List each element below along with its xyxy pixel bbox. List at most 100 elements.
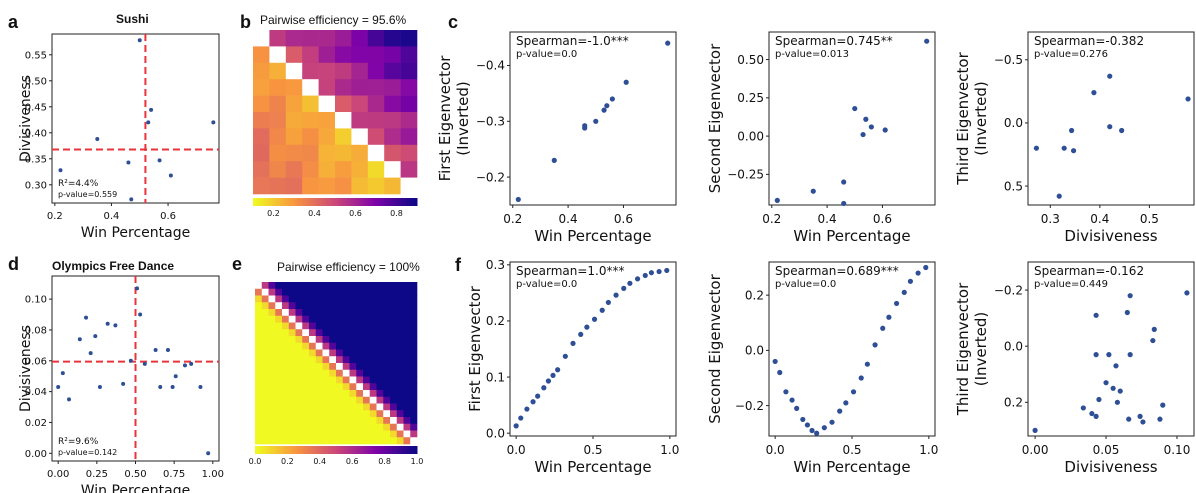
b-colorbar-segment <box>277 198 281 206</box>
e-heatmap-cell <box>376 390 384 398</box>
e-heatmap-cell <box>275 369 283 377</box>
e-heatmap-cell <box>356 309 364 317</box>
e-colorbar-segment <box>265 446 269 454</box>
e-heatmap-cell <box>342 363 350 371</box>
e-heatmap-cell <box>363 309 371 317</box>
e-heatmap-cell <box>342 390 350 398</box>
b-heatmap-cell <box>253 79 270 96</box>
c2-data-point <box>860 131 866 138</box>
b-colorbar-segment <box>280 198 284 206</box>
f2-data-point <box>923 264 929 271</box>
e-heatmap-cell <box>261 336 269 344</box>
b-heatmap-cell <box>351 46 369 64</box>
a-x-tick-label: 0.2 <box>47 211 63 222</box>
f2-x-tick-label: 1.0 <box>919 443 938 457</box>
c3-y-tick-label: −0.5 <box>994 53 1023 67</box>
e-heatmap-cell <box>369 410 377 418</box>
e-heatmap-cell <box>329 376 337 384</box>
e-heatmap-cell <box>390 309 398 317</box>
e-heatmap-cell <box>396 342 404 350</box>
e-heatmap-cell <box>309 437 317 445</box>
c2-y-axis-label: Second Eigenvector <box>706 43 724 193</box>
b-colorbar-segment <box>321 198 325 206</box>
e-heatmap-cell <box>255 349 263 357</box>
b-heatmap-cell <box>367 79 385 96</box>
e-heatmap-cell <box>356 369 364 377</box>
f2-data-point <box>777 369 783 376</box>
f3-data-point <box>1150 337 1156 344</box>
f1-data-point <box>578 331 584 338</box>
f2-data-point <box>872 342 878 348</box>
e-heatmap-cell <box>369 329 377 337</box>
e-heatmap-cell <box>342 383 350 391</box>
f2-y-tick-label: 0.0 <box>745 344 764 358</box>
e-heatmap-cell <box>396 302 404 310</box>
e-heatmap-cell <box>363 430 371 438</box>
e-heatmap-cell <box>275 430 283 438</box>
c2-pvalue-annotation: p-value=0.013 <box>775 49 849 60</box>
b-colorbar-segment <box>348 198 352 206</box>
f2-data-point <box>794 405 800 411</box>
e-heatmap-cell <box>302 282 310 290</box>
e-heatmap-cell <box>261 342 269 350</box>
e-heatmap-cell <box>390 410 398 418</box>
f3-data-point <box>1157 416 1163 422</box>
e-heatmap-cell <box>396 423 404 431</box>
e-heatmap-cell <box>369 363 377 371</box>
e-heatmap-cell <box>275 396 283 404</box>
e-heatmap-cell <box>309 356 317 364</box>
c1-data-point <box>515 196 521 203</box>
b-colorbar-segment <box>272 198 276 206</box>
e-colorbar-segment <box>303 446 307 454</box>
e-colorbar-segment <box>333 446 337 454</box>
f2-data-point <box>814 430 820 436</box>
e-heatmap-cell <box>363 295 371 303</box>
e-colorbar-segment <box>395 446 399 454</box>
e-heatmap-cell <box>390 349 398 357</box>
b-colorbar-segment <box>332 198 336 206</box>
e-heatmap-cell <box>315 295 323 303</box>
b-heatmap-cell <box>253 144 270 162</box>
e-heatmap-cell <box>255 336 263 344</box>
f3-x-tick-label: 0.05 <box>1093 443 1120 457</box>
e-colorbar-segment <box>290 446 294 454</box>
b-colorbar-segment <box>283 198 287 206</box>
e-heatmap-cell <box>376 322 384 330</box>
f1-data-point <box>524 406 530 412</box>
e-heatmap-cell <box>329 363 337 371</box>
e-colorbar-segment <box>322 446 326 454</box>
e-heatmap-cell <box>282 410 290 418</box>
e-heatmap-cell <box>410 417 418 425</box>
e-heatmap-cell <box>261 295 269 303</box>
e-heatmap-cell <box>410 396 418 404</box>
e-colorbar-segment <box>371 446 375 454</box>
e-heatmap-cell <box>268 309 276 317</box>
e-heatmap-cell <box>295 390 303 398</box>
e-heatmap-cell <box>390 403 398 411</box>
e-heatmap-cell <box>315 315 323 323</box>
e-heatmap-cell <box>288 396 296 404</box>
e-heatmap-cell <box>268 322 276 330</box>
e-heatmap-cell <box>295 302 303 310</box>
e-heatmap-cell <box>403 342 411 350</box>
c2-data-point <box>810 188 816 194</box>
b-colorbar-segment <box>354 198 358 206</box>
c3-data-point <box>1107 73 1113 79</box>
e-heatmap-cell <box>261 423 269 431</box>
e-heatmap-cell <box>309 383 317 391</box>
e-heatmap-cell <box>356 410 364 418</box>
e-heatmap-cell <box>390 282 398 290</box>
e-heatmap-cell <box>268 349 276 357</box>
c1-data-point <box>582 123 588 129</box>
b-colorbar-segment <box>294 198 298 206</box>
c2-y-tick-label: 0.50 <box>737 53 764 67</box>
e-heatmap-cell <box>356 437 364 445</box>
e-heatmap-cell <box>349 430 357 438</box>
e-colorbar-segment <box>346 446 350 454</box>
e-heatmap-cell <box>282 423 290 431</box>
e-heatmap-cell <box>282 383 290 391</box>
b-colorbar-segment <box>313 198 317 206</box>
b-heatmap-cell <box>351 177 369 195</box>
e-heatmap-cell <box>329 403 337 411</box>
f1-x-tick-label: 0.5 <box>583 443 602 457</box>
